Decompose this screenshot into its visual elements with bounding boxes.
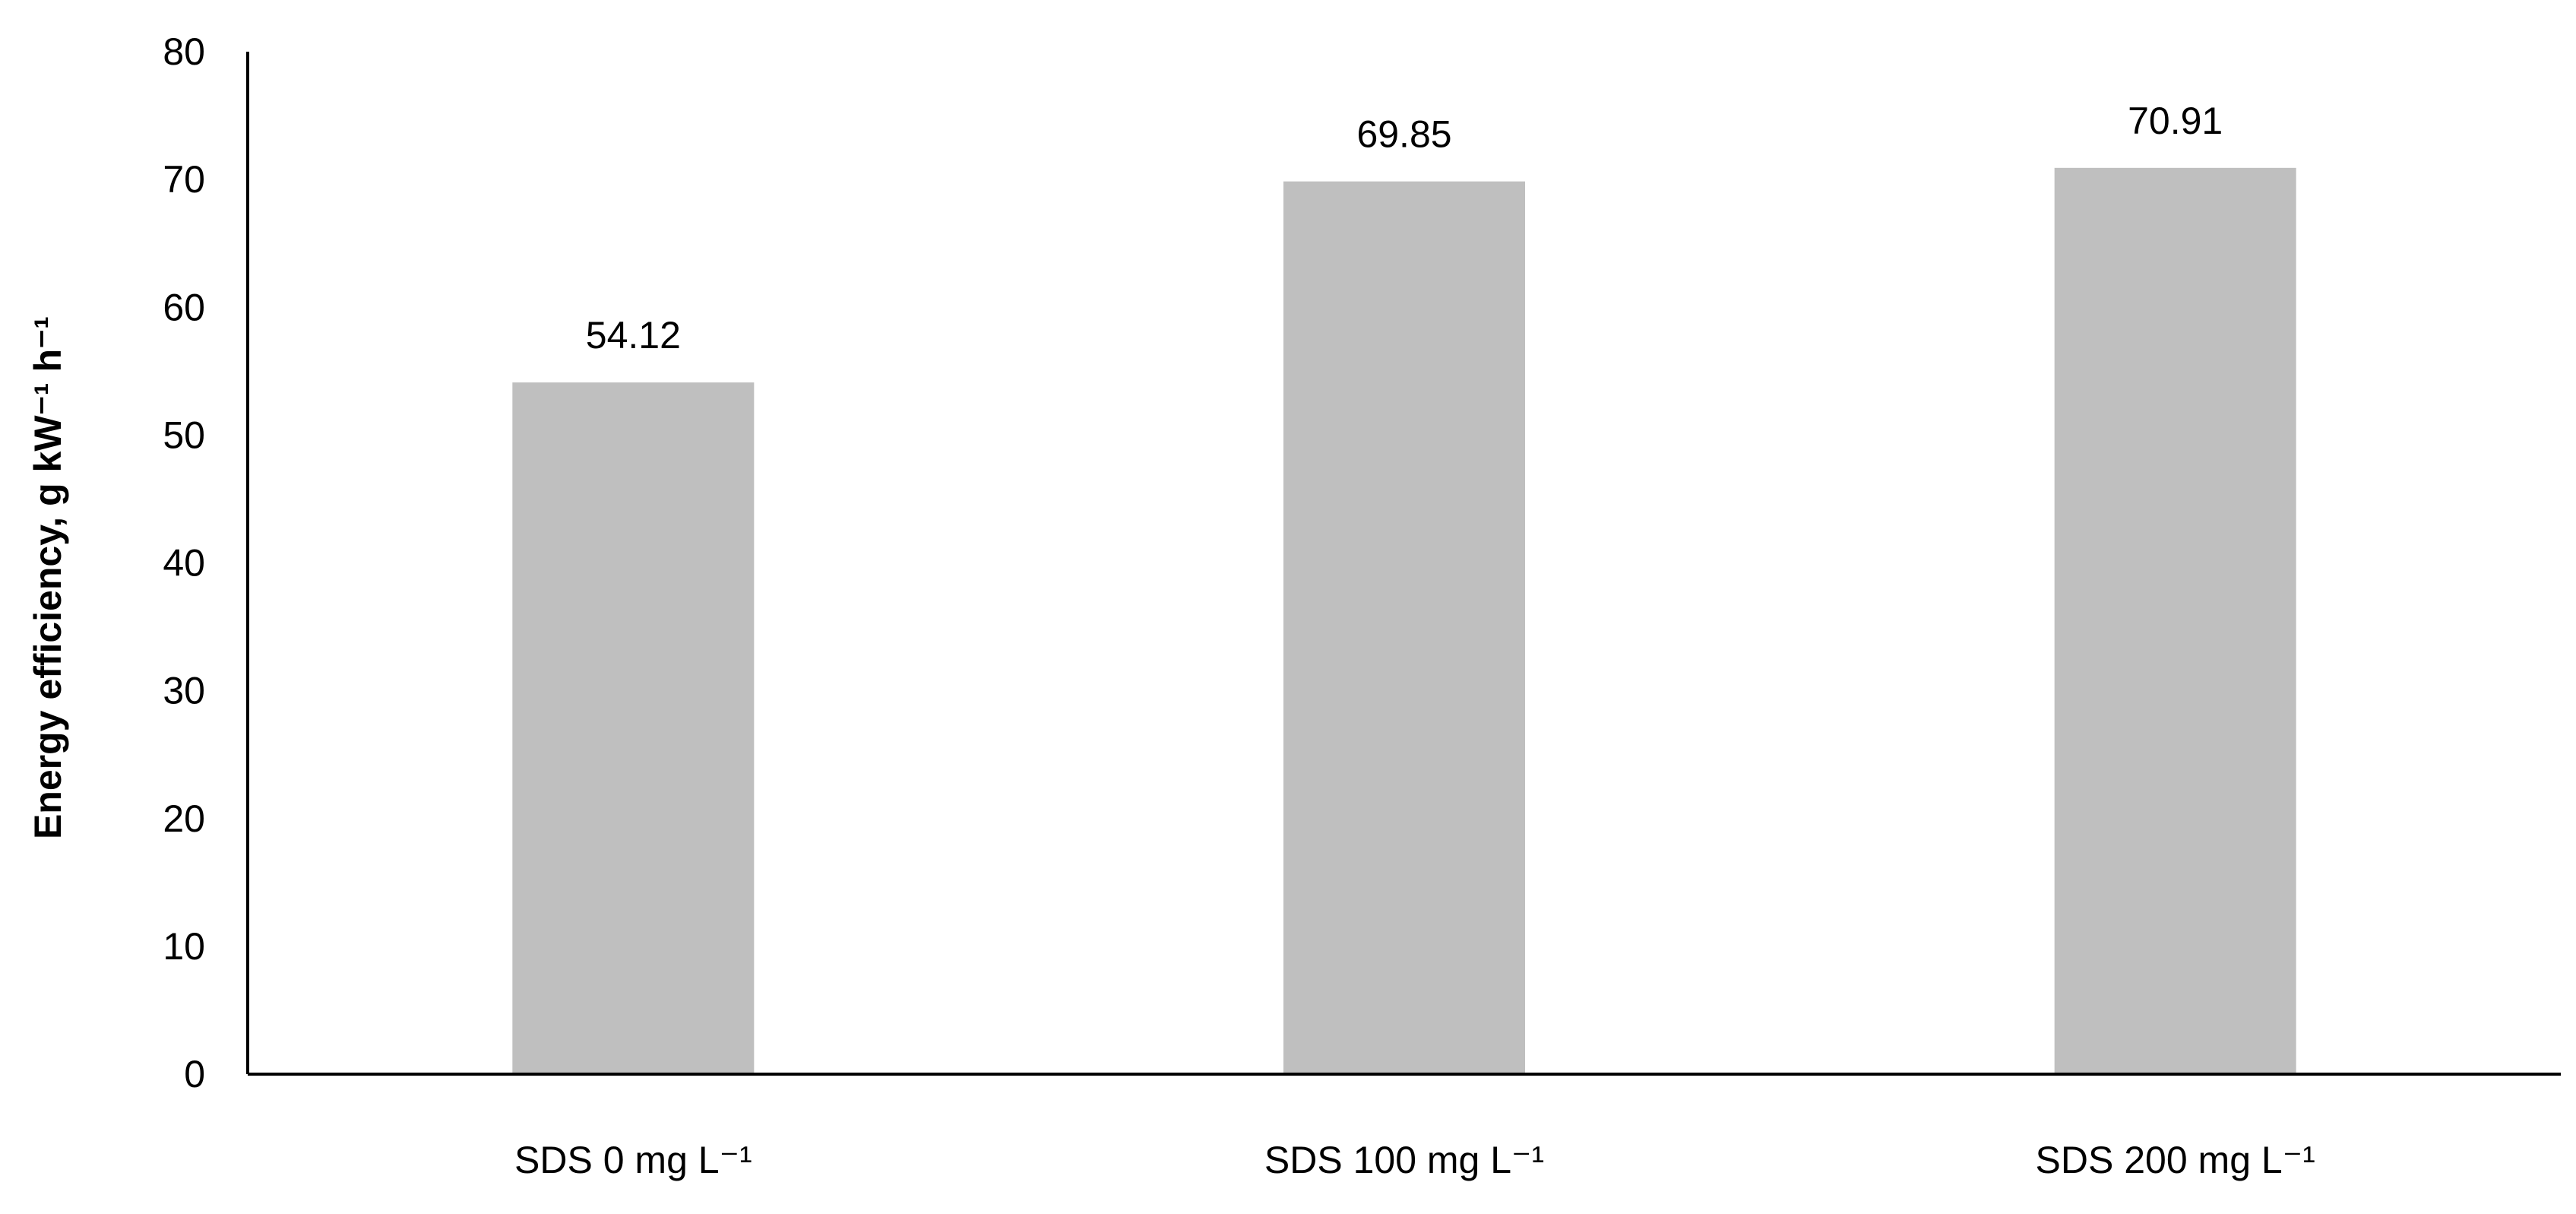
y-tick-label: 50 — [163, 414, 205, 456]
category-label: SDS 0 mg L⁻¹ — [514, 1139, 752, 1181]
bar-value-label: 54.12 — [586, 314, 681, 357]
bar — [1283, 181, 1525, 1075]
y-tick-label: 80 — [163, 30, 205, 73]
y-axis-ticks: 0 10 20 30 40 50 60 70 80 — [163, 30, 205, 1095]
bar — [512, 382, 755, 1074]
y-tick-label: 20 — [163, 797, 205, 840]
y-tick-label: 30 — [163, 670, 205, 712]
category-labels: SDS 0 mg L⁻¹ SDS 100 mg L⁻¹ SDS 200 mg L⁻¹ — [514, 1139, 2315, 1181]
y-tick-label: 0 — [184, 1053, 205, 1095]
category-label: SDS 100 mg L⁻¹ — [1264, 1139, 1544, 1181]
y-tick-label: 60 — [163, 286, 205, 328]
bars — [512, 167, 2296, 1075]
bar-value-label: 69.85 — [1356, 113, 1451, 156]
data-labels: 54.12 69.85 70.91 — [586, 100, 2223, 357]
bar-value-label: 70.91 — [2128, 100, 2223, 142]
bar — [2054, 167, 2296, 1074]
y-tick-label: 40 — [163, 542, 205, 585]
y-tick-label: 10 — [163, 925, 205, 968]
y-axis-title: Energy efficiency, g kW⁻¹ h⁻¹ — [27, 316, 69, 839]
category-label: SDS 200 mg L⁻¹ — [2036, 1139, 2315, 1181]
y-tick-label: 70 — [163, 158, 205, 201]
